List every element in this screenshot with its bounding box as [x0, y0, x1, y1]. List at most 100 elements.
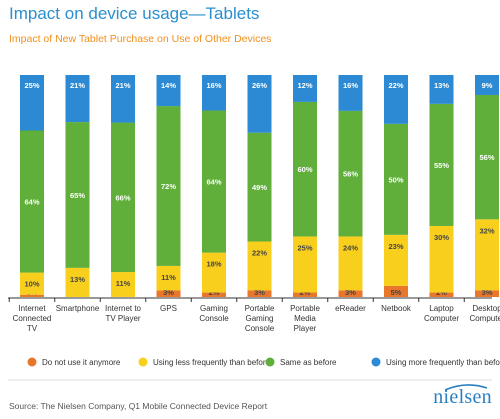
legend-swatch-4 — [371, 357, 381, 367]
bar-segment-3-9 — [384, 123, 408, 235]
bar-segment-4-4 — [156, 75, 181, 107]
chart-subtitle: Impact of New Tablet Purchase on Use of … — [9, 33, 272, 45]
category-label-7: Portable Media Player — [290, 304, 320, 333]
bar-segment-2-5 — [202, 252, 226, 293]
data-label-1-9: 5% — [391, 288, 402, 297]
bar-segment-1-7 — [293, 292, 317, 297]
data-label-2-8: 24% — [343, 243, 358, 252]
source-note: Source: The Nielsen Company, Q1 Mobile C… — [9, 401, 268, 411]
bar-segment-1-6 — [247, 290, 272, 297]
data-label-3-11: 56% — [479, 153, 494, 162]
data-label-2-11: 32% — [479, 226, 494, 235]
data-label-3-5: 64% — [206, 178, 221, 187]
data-label-4-10: 13% — [434, 81, 449, 90]
bar-segment-1-9 — [384, 285, 408, 297]
bar-segment-2-11 — [475, 219, 499, 291]
bar-segment-1-5 — [202, 292, 226, 297]
bar-segment-3-10 — [429, 103, 454, 226]
data-label-2-9: 23% — [388, 242, 403, 251]
category-label-6: Portable Gaming Console — [245, 304, 275, 333]
data-label-3-8: 56% — [343, 170, 358, 179]
data-label-1-6: 3% — [254, 288, 265, 297]
data-label-2-4: 11% — [161, 273, 176, 282]
bar-segment-3-1 — [20, 130, 44, 273]
category-label-8: eReader — [335, 304, 366, 313]
bar-segment-4-8 — [338, 75, 363, 111]
data-label-3-1: 64% — [24, 198, 39, 207]
bar-segment-1-11 — [475, 290, 499, 297]
data-label-1-11: 3% — [482, 288, 493, 297]
bar-segment-2-3 — [111, 272, 135, 297]
bar-segment-3-8 — [338, 110, 363, 237]
bar-segment-4-2 — [65, 75, 90, 123]
data-label-2-3: 11% — [116, 279, 131, 288]
data-label-3-7: 60% — [297, 165, 312, 174]
category-label-1: Internet Connected TV — [13, 304, 52, 333]
bar-segment-2-1 — [20, 272, 44, 295]
bar-segment-2-6 — [247, 241, 272, 291]
data-label-2-1: 10% — [24, 280, 39, 289]
bar-segment-4-3 — [111, 75, 135, 123]
data-label-2-5: 18% — [206, 260, 221, 269]
bar-segment-1-4 — [156, 290, 181, 297]
bar-segment-3-3 — [111, 122, 135, 273]
data-label-4-11: 9% — [482, 81, 493, 90]
data-label-1-4: 3% — [163, 288, 174, 297]
data-label-4-6: 26% — [252, 81, 267, 90]
data-label-4-5: 16% — [206, 81, 221, 90]
data-label-4-8: 16% — [343, 81, 358, 90]
data-label-4-2: 21% — [70, 81, 85, 90]
bar-segment-3-7 — [293, 101, 317, 237]
bar-segment-4-10 — [429, 75, 454, 104]
bar-segment-2-2 — [65, 267, 90, 297]
data-label-3-6: 49% — [252, 183, 267, 192]
data-label-4-1: 25% — [24, 81, 39, 90]
data-label-3-3: 66% — [115, 193, 130, 202]
bar-segment-2-7 — [293, 236, 317, 293]
bar-segment-2-9 — [384, 234, 408, 286]
bar-segment-3-4 — [156, 106, 181, 266]
bar-segment-1-1 — [20, 294, 44, 297]
data-label-2-2: 13% — [70, 275, 85, 284]
bar-segment-2-10 — [429, 225, 454, 293]
bar-segment-3-6 — [247, 132, 272, 242]
bar-segment-4-6 — [247, 75, 272, 133]
legend-label-4: Using more frequently than before — [386, 358, 500, 367]
category-label-2: Smartphone — [56, 304, 100, 313]
data-label-1-8: 3% — [345, 288, 356, 297]
nielsen-logo: nielsen — [433, 386, 492, 408]
bar-segment-3-11 — [475, 94, 499, 220]
bar-segment-4-5 — [202, 75, 226, 111]
nielsen-swoosh-icon — [444, 384, 488, 391]
legend-swatch-2 — [138, 357, 148, 367]
data-label-3-4: 72% — [161, 182, 176, 191]
bar-segment-3-2 — [65, 122, 90, 268]
category-label-3: Internet to TV Player — [105, 304, 142, 323]
bar-segment-4-11 — [475, 75, 499, 95]
category-label-5: Gaming Console — [199, 304, 229, 323]
legend-label-3: Same as before — [280, 358, 337, 367]
data-label-4-9: 22% — [388, 81, 403, 90]
data-label-3-10: 55% — [434, 161, 449, 170]
bar-segment-2-4 — [156, 265, 181, 291]
data-label-2-7: 25% — [297, 243, 312, 252]
legend-label-1: Do not use it anymore — [42, 358, 121, 367]
bar-segment-4-7 — [293, 75, 317, 102]
bar-segment-4-9 — [384, 75, 408, 124]
data-label-4-4: 14% — [161, 81, 176, 90]
legend-label-2: Using less frequently than before — [153, 358, 271, 367]
legend-swatch-3 — [265, 357, 275, 367]
bar-segment-4-1 — [20, 75, 44, 131]
bar-segment-2-8 — [338, 236, 363, 291]
legend-swatch-1 — [27, 357, 37, 367]
data-label-3-2: 65% — [70, 191, 85, 200]
data-label-3-9: 50% — [388, 175, 403, 184]
category-label-10: Laptop Computer — [424, 304, 459, 323]
data-label-2-10: 30% — [434, 233, 449, 242]
data-label-4-7: 12% — [297, 81, 312, 90]
category-label-4: GPS — [160, 304, 177, 313]
chart-title: Impact on device usage—Tablets — [9, 4, 260, 23]
data-label-2-6: 22% — [252, 249, 267, 258]
category-label-11: DesktopComputer — [469, 304, 500, 323]
